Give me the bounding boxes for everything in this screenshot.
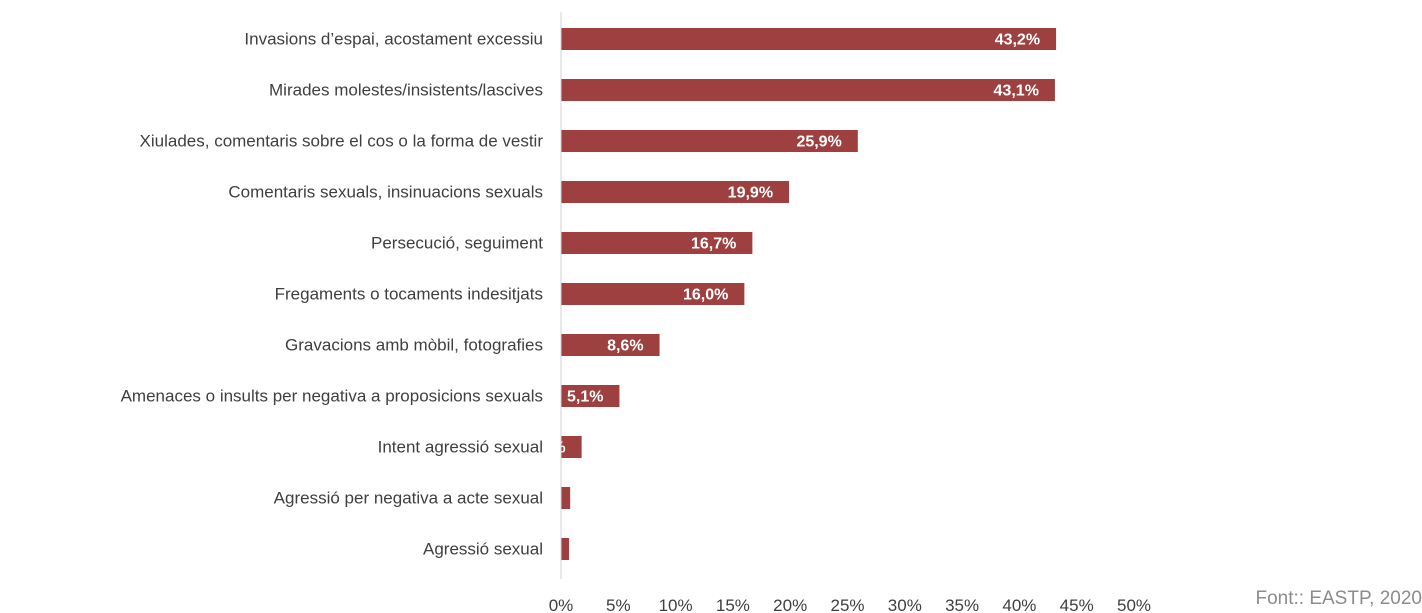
category-label: Agressió sexual [423, 540, 543, 559]
x-tick-label: 35% [945, 596, 979, 613]
bar [561, 385, 620, 407]
category-label: Persecució, seguiment [371, 234, 543, 253]
bar [561, 283, 745, 305]
x-tick-label: 10% [659, 596, 693, 613]
data-label: 16,7% [691, 236, 736, 253]
data-label: 16,0% [683, 287, 728, 304]
x-axis-ticks: 0% 5% 10% 15% 20% 25% 30% 35% 40% 45% 50% [549, 596, 1151, 613]
data-label: 19,9% [728, 185, 773, 202]
bars-group: 43,2% 43,1% 25,9% 19,9% 16,7% 16,0% 8,6% 5,1% 1,… [529, 28, 1057, 560]
category-label: Agressió per negativa a acte sexual [274, 489, 543, 508]
category-label: Invasions d’espai, acostament excessiu [244, 30, 543, 49]
category-label: Fregaments o tocaments indesitjats [275, 285, 543, 304]
data-label: 1,8% [529, 440, 565, 457]
bar [561, 181, 790, 203]
category-label: Amenaces o insults per negativa a propos… [121, 387, 543, 406]
bar [561, 28, 1057, 50]
category-label: Mirades molestes/insistents/lascives [269, 81, 543, 100]
bar [561, 232, 753, 254]
x-tick-label: 0% [549, 596, 574, 613]
category-label: Xiulades, comentaris sobre el cos o la f… [140, 132, 544, 151]
data-label: 8,6% [607, 338, 643, 355]
category-label: Comentaris sexuals, insinuacions sexuals [228, 183, 543, 202]
bar [561, 79, 1055, 101]
x-tick-label: 5% [606, 596, 631, 613]
x-tick-label: 25% [830, 596, 864, 613]
category-label: Gravacions amb mòbil, fotografies [285, 336, 543, 355]
x-tick-label: 40% [1002, 596, 1036, 613]
x-tick-label: 50% [1117, 596, 1151, 613]
bar [561, 538, 570, 560]
x-tick-label: 20% [773, 596, 807, 613]
x-tick-label: 15% [716, 596, 750, 613]
data-label: 25,9% [796, 134, 841, 151]
bar [561, 130, 858, 152]
category-labels: Invasions d’espai, acostament excessiu Mi… [121, 30, 544, 559]
data-label: 43,1% [994, 83, 1039, 100]
bar [561, 436, 582, 458]
category-label: Intent agressió sexual [378, 438, 543, 457]
data-label: 5,1% [567, 389, 603, 406]
data-label: 43,2% [995, 32, 1040, 49]
bar [561, 487, 571, 509]
x-tick-label: 45% [1060, 596, 1094, 613]
bar [561, 334, 660, 356]
x-tick-label: 30% [888, 596, 922, 613]
source-note: Font:: EASTP, 2020 [1255, 588, 1422, 609]
